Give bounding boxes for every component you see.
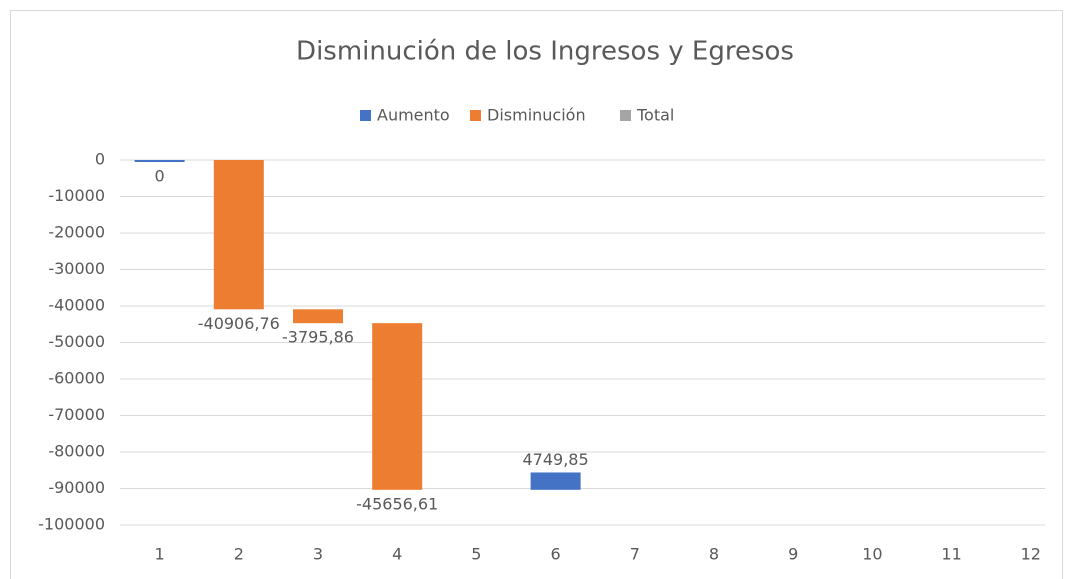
x-tick-label: 5	[471, 545, 481, 564]
value-label: -45656,61	[356, 494, 438, 513]
value-label: 4749,85	[523, 450, 589, 469]
y-tick-label: -70000	[48, 405, 105, 424]
y-tick-label: -100000	[38, 515, 105, 534]
bar	[134, 160, 185, 162]
legend-swatch	[360, 110, 371, 121]
x-tick-label: 9	[788, 545, 798, 564]
legend-swatch	[470, 110, 481, 121]
x-tick-label: 7	[630, 545, 640, 564]
legend: Aumento Disminución Total	[360, 106, 674, 125]
bar	[530, 472, 581, 490]
x-tick-label: 2	[234, 545, 244, 564]
legend-label: Disminución	[487, 106, 586, 125]
legend-label: Aumento	[377, 106, 450, 125]
x-tick-label: 10	[862, 545, 882, 564]
bar	[293, 309, 343, 324]
bar	[213, 160, 264, 310]
y-tick-label: -40000	[48, 296, 105, 315]
y-tick-label: -20000	[48, 223, 105, 242]
legend-label: Total	[636, 106, 674, 125]
value-label: 0	[155, 167, 165, 186]
x-tick-label: 12	[1021, 545, 1041, 564]
y-tick-label: 0	[95, 150, 105, 169]
value-label: -3795,86	[282, 328, 354, 347]
value-label: -40906,76	[198, 314, 280, 333]
y-tick-label: -80000	[48, 442, 105, 461]
x-tick-label: 6	[551, 545, 561, 564]
y-tick-label: -60000	[48, 369, 105, 388]
bar	[372, 323, 423, 490]
legend-swatch	[620, 110, 631, 121]
y-tick-label: -90000	[48, 478, 105, 497]
y-tick-label: -10000	[48, 186, 105, 205]
x-tick-label: 3	[313, 545, 323, 564]
x-tick-label: 11	[941, 545, 961, 564]
chart-title: Disminución de los Ingresos y Egresos	[296, 37, 794, 67]
x-tick-label: 1	[155, 545, 165, 564]
y-tick-label: -30000	[48, 259, 105, 278]
chart-frame	[10, 10, 1063, 579]
x-tick-label: 4	[392, 545, 402, 564]
y-tick-label: -50000	[48, 332, 105, 351]
x-tick-label: 8	[709, 545, 719, 564]
